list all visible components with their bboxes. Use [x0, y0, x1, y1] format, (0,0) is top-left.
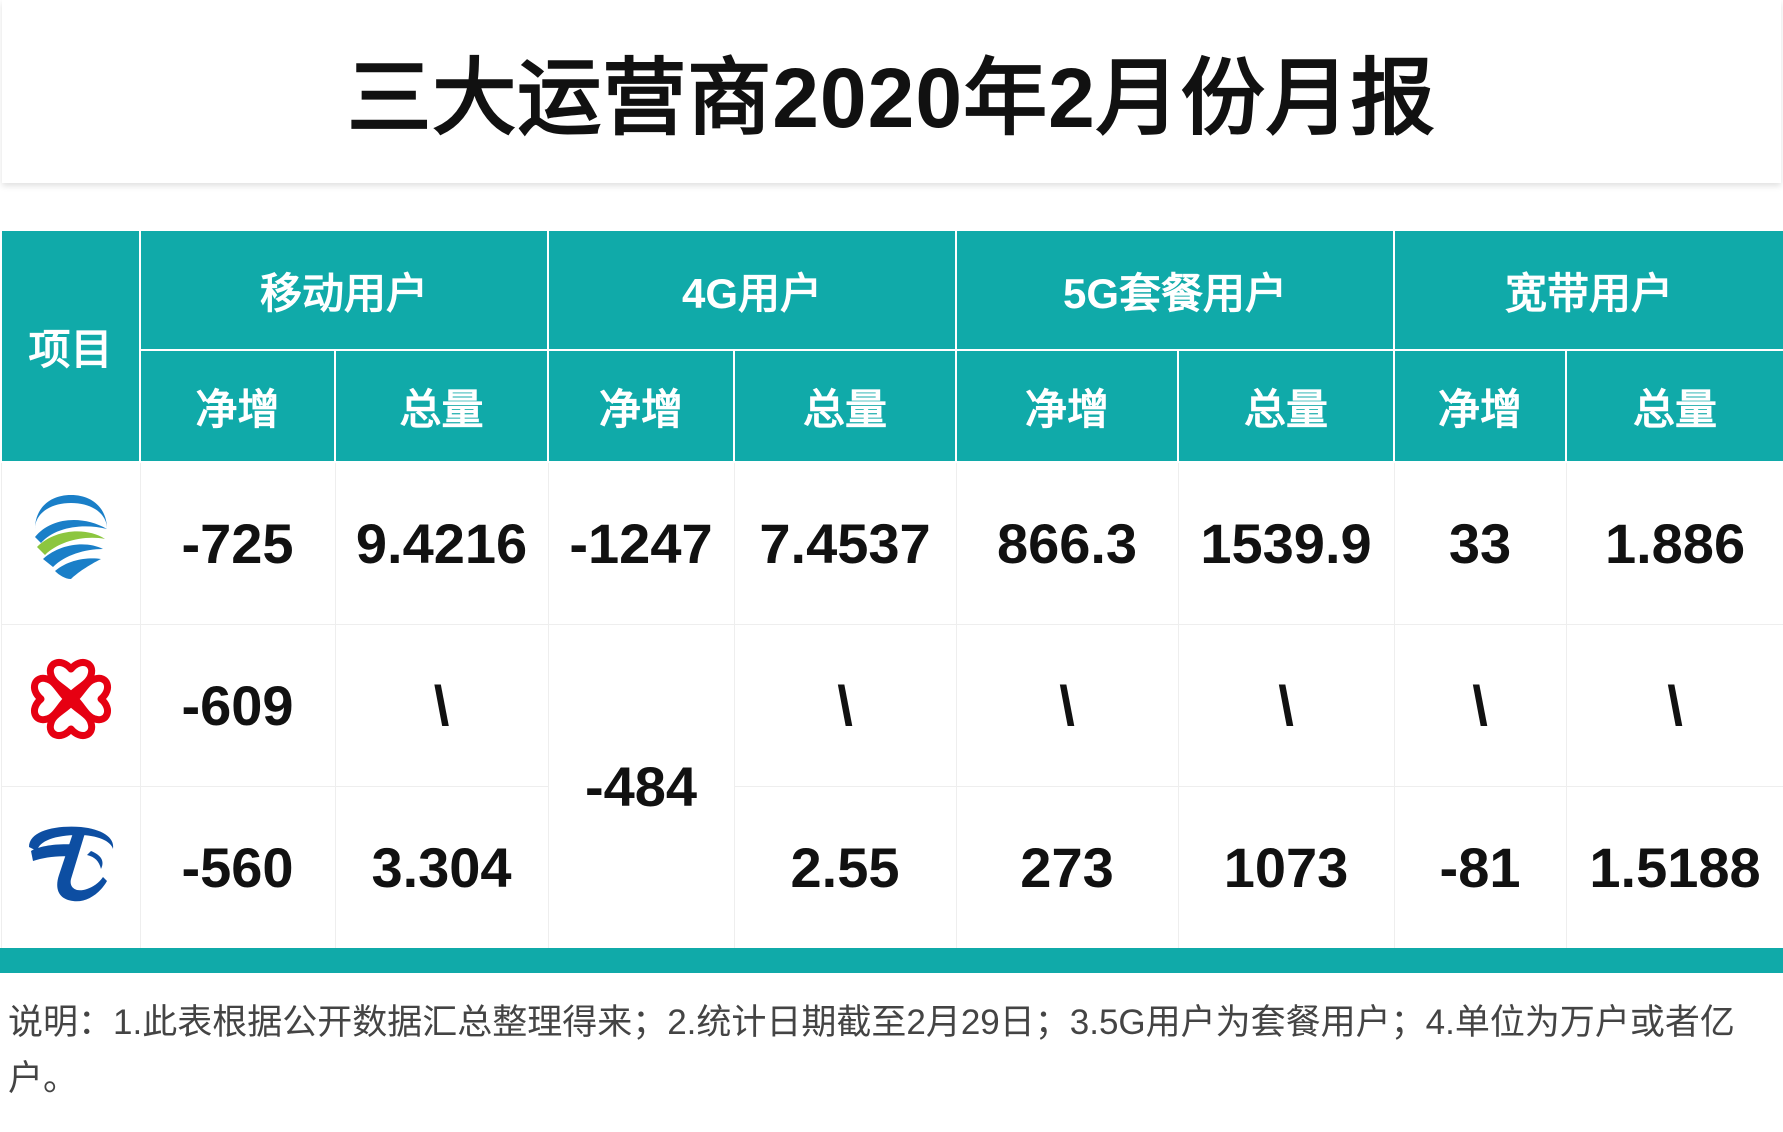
header-5g-package-users: 5G套餐用户 [955, 229, 1396, 351]
g4-total-cell: 7.4537 [733, 461, 957, 625]
table-row-china-unicom: -609 \ -484 \ \ \ \ \ [0, 624, 1783, 949]
g5-net-cell: 866.3 [955, 461, 1179, 625]
china-telecom-logo [28, 826, 113, 902]
footnote: 说明：1.此表根据公开数据汇总整理得来；2.统计日期截至2月29日；3.5G用户… [8, 1003, 1735, 1098]
g5-total-cell: 1539.9 [1177, 461, 1395, 625]
g5-total-cell: \ [1177, 624, 1395, 787]
subheader-net: 净增 [139, 349, 336, 463]
g4-total-cell: \ [733, 624, 957, 787]
header-item: 项目 [0, 229, 141, 463]
page-title: 三大运营商2020年2月份月报 [347, 51, 1436, 145]
subheader-net: 净增 [955, 349, 1180, 463]
bb-total-cell: 1.5188 [1565, 786, 1783, 949]
table-row-china-telecom: -560 3.304 2.55 273 1073 -81 1.5188 [0, 786, 1783, 949]
g5-total-cell: 1073 [1177, 786, 1395, 949]
mobile-net-cell: -725 [139, 461, 336, 625]
subheader-net: 净增 [547, 349, 736, 463]
mobile-total-cell: 9.4216 [334, 461, 549, 625]
subheader-total: 总量 [733, 349, 958, 463]
subheader-total: 总量 [1565, 349, 1783, 463]
china-unicom-logo [30, 659, 111, 739]
logo-cell [0, 786, 141, 949]
report-table: 项目 移动用户 4G用户 5G套餐用户 宽带用户 净增 总量 净增 总量 净增 … [0, 229, 1783, 949]
g4-net-shared-cell: -484 [547, 624, 735, 949]
logo-cell [0, 624, 141, 787]
bb-total-cell: \ [1565, 624, 1783, 787]
g4-net-cell: -1247 [547, 461, 735, 625]
g5-net-cell: \ [955, 624, 1179, 787]
g5-net-cell: 273 [955, 786, 1179, 949]
mobile-net-cell: -560 [139, 786, 336, 949]
g4-total-cell: 2.55 [733, 786, 957, 949]
bb-net-cell: -81 [1393, 786, 1567, 949]
subheader-net: 净增 [1393, 349, 1568, 463]
logo-cell [0, 461, 141, 625]
china-mobile-logo [34, 495, 107, 579]
mobile-total-cell: \ [334, 624, 549, 787]
bb-total-cell: 1.886 [1565, 461, 1783, 625]
mobile-net-cell: -609 [139, 624, 336, 787]
table-row-china-mobile: -725 9.4216 -1247 7.4537 866.3 1539.9 33… [0, 461, 1783, 625]
mobile-total-cell: 3.304 [334, 786, 549, 949]
footer-bar [0, 948, 1783, 973]
subheader-total: 总量 [1177, 349, 1396, 463]
header-4g-users: 4G用户 [547, 229, 958, 351]
title-card: 三大运营商2020年2月份月报 [2, 0, 1781, 183]
bb-net-cell: 33 [1393, 461, 1567, 625]
bb-net-cell: \ [1393, 624, 1567, 787]
subheader-total: 总量 [333, 349, 550, 463]
header-mobile-users: 移动用户 [138, 229, 550, 351]
header-broadband-users: 宽带用户 [1393, 229, 1783, 351]
